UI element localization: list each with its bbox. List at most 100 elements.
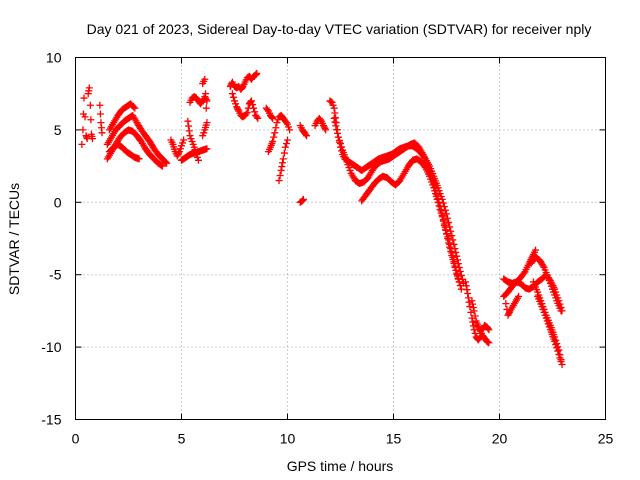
data-point [96, 101, 104, 109]
data-point [520, 269, 528, 277]
tick-labels: 0 5 10 15 20 25 -15 -10 -5 0 5 10 [41, 50, 613, 447]
data-point [449, 255, 457, 263]
data-point [469, 300, 477, 308]
data-point [316, 116, 324, 124]
data-point [468, 297, 476, 305]
data-point [435, 202, 443, 210]
data-point [284, 136, 291, 144]
data-point [163, 159, 171, 167]
x-tick-label: 25 [598, 431, 614, 447]
data-point [228, 90, 236, 98]
data-point [464, 294, 472, 302]
data-point [515, 292, 523, 300]
data-point [322, 126, 330, 134]
data-point [447, 248, 455, 256]
data-point [539, 262, 547, 270]
data-point [437, 209, 445, 217]
data-point [130, 103, 138, 111]
data-point [184, 117, 192, 125]
data-point [476, 326, 484, 334]
data-point [438, 213, 446, 221]
data-point [440, 221, 448, 229]
data-point [278, 163, 286, 171]
data-point [203, 97, 211, 105]
data-point [443, 210, 450, 218]
data-point [552, 341, 560, 349]
data-point [272, 124, 280, 132]
data-point [557, 307, 565, 315]
y-tick-label: -5 [49, 267, 62, 283]
data-point [271, 129, 279, 137]
data-point [469, 318, 477, 326]
data-point [279, 155, 287, 163]
data-point [485, 339, 493, 347]
data-point [445, 239, 453, 247]
data-point [286, 126, 294, 134]
data-point [464, 290, 472, 298]
data-point [434, 198, 442, 206]
data-point [302, 130, 310, 138]
data-point [280, 149, 288, 157]
data-point [85, 84, 93, 92]
data-point [471, 312, 479, 320]
data-point [553, 344, 561, 352]
data-point [470, 307, 478, 315]
data-point [441, 206, 449, 214]
data-point [331, 109, 339, 117]
data-point [250, 104, 258, 112]
data-point [279, 159, 287, 167]
data-point [334, 129, 342, 137]
data-point [448, 252, 456, 260]
x-axis-title: GPS time / hours [287, 458, 394, 474]
data-point [202, 95, 210, 103]
data-point [456, 282, 464, 290]
data-point [555, 350, 563, 358]
data-point [333, 126, 341, 134]
data-point [253, 69, 261, 77]
data-point [185, 122, 193, 130]
y-tick-label: -15 [41, 412, 61, 428]
y-tick-label: 0 [54, 194, 62, 210]
chart-title: Day 021 of 2023, Sidereal Day-to-day VTE… [87, 21, 592, 37]
plot-frame [75, 57, 606, 420]
data-point [158, 162, 166, 170]
data-point [180, 136, 188, 144]
data-point [446, 243, 454, 251]
data-point [282, 140, 290, 148]
data-point [98, 129, 106, 137]
y-tick-label: -10 [41, 339, 61, 355]
data-point [551, 337, 559, 345]
data-point [439, 217, 447, 225]
y-tick-label: 10 [46, 50, 62, 66]
data-point [242, 110, 250, 118]
x-tick-label: 5 [178, 431, 186, 447]
data-point [251, 108, 259, 116]
data-point [175, 149, 183, 157]
data-point [78, 140, 86, 148]
data-point [88, 135, 96, 143]
data-point [269, 114, 277, 122]
x-tick-label: 0 [72, 431, 80, 447]
data-point [254, 114, 262, 122]
data-point [448, 232, 456, 240]
data-point [234, 106, 242, 114]
data-point [334, 133, 342, 141]
data-point [532, 246, 540, 254]
data-point [337, 140, 344, 148]
data-point [299, 195, 307, 203]
x-tick-label: 15 [386, 431, 402, 447]
data-point [331, 118, 339, 126]
data-point [131, 104, 139, 112]
data-point [330, 114, 338, 122]
data-point [463, 286, 471, 294]
data-point [86, 101, 94, 109]
data-point [263, 106, 271, 114]
data-point [253, 113, 261, 121]
data-point [335, 136, 343, 144]
data-point [202, 90, 210, 98]
x-tick-label: 10 [280, 431, 296, 447]
data-point [276, 172, 284, 180]
y-axis-title: SDTVAR / TECUs [6, 183, 22, 295]
data-point [332, 122, 340, 130]
data-point [201, 75, 209, 83]
